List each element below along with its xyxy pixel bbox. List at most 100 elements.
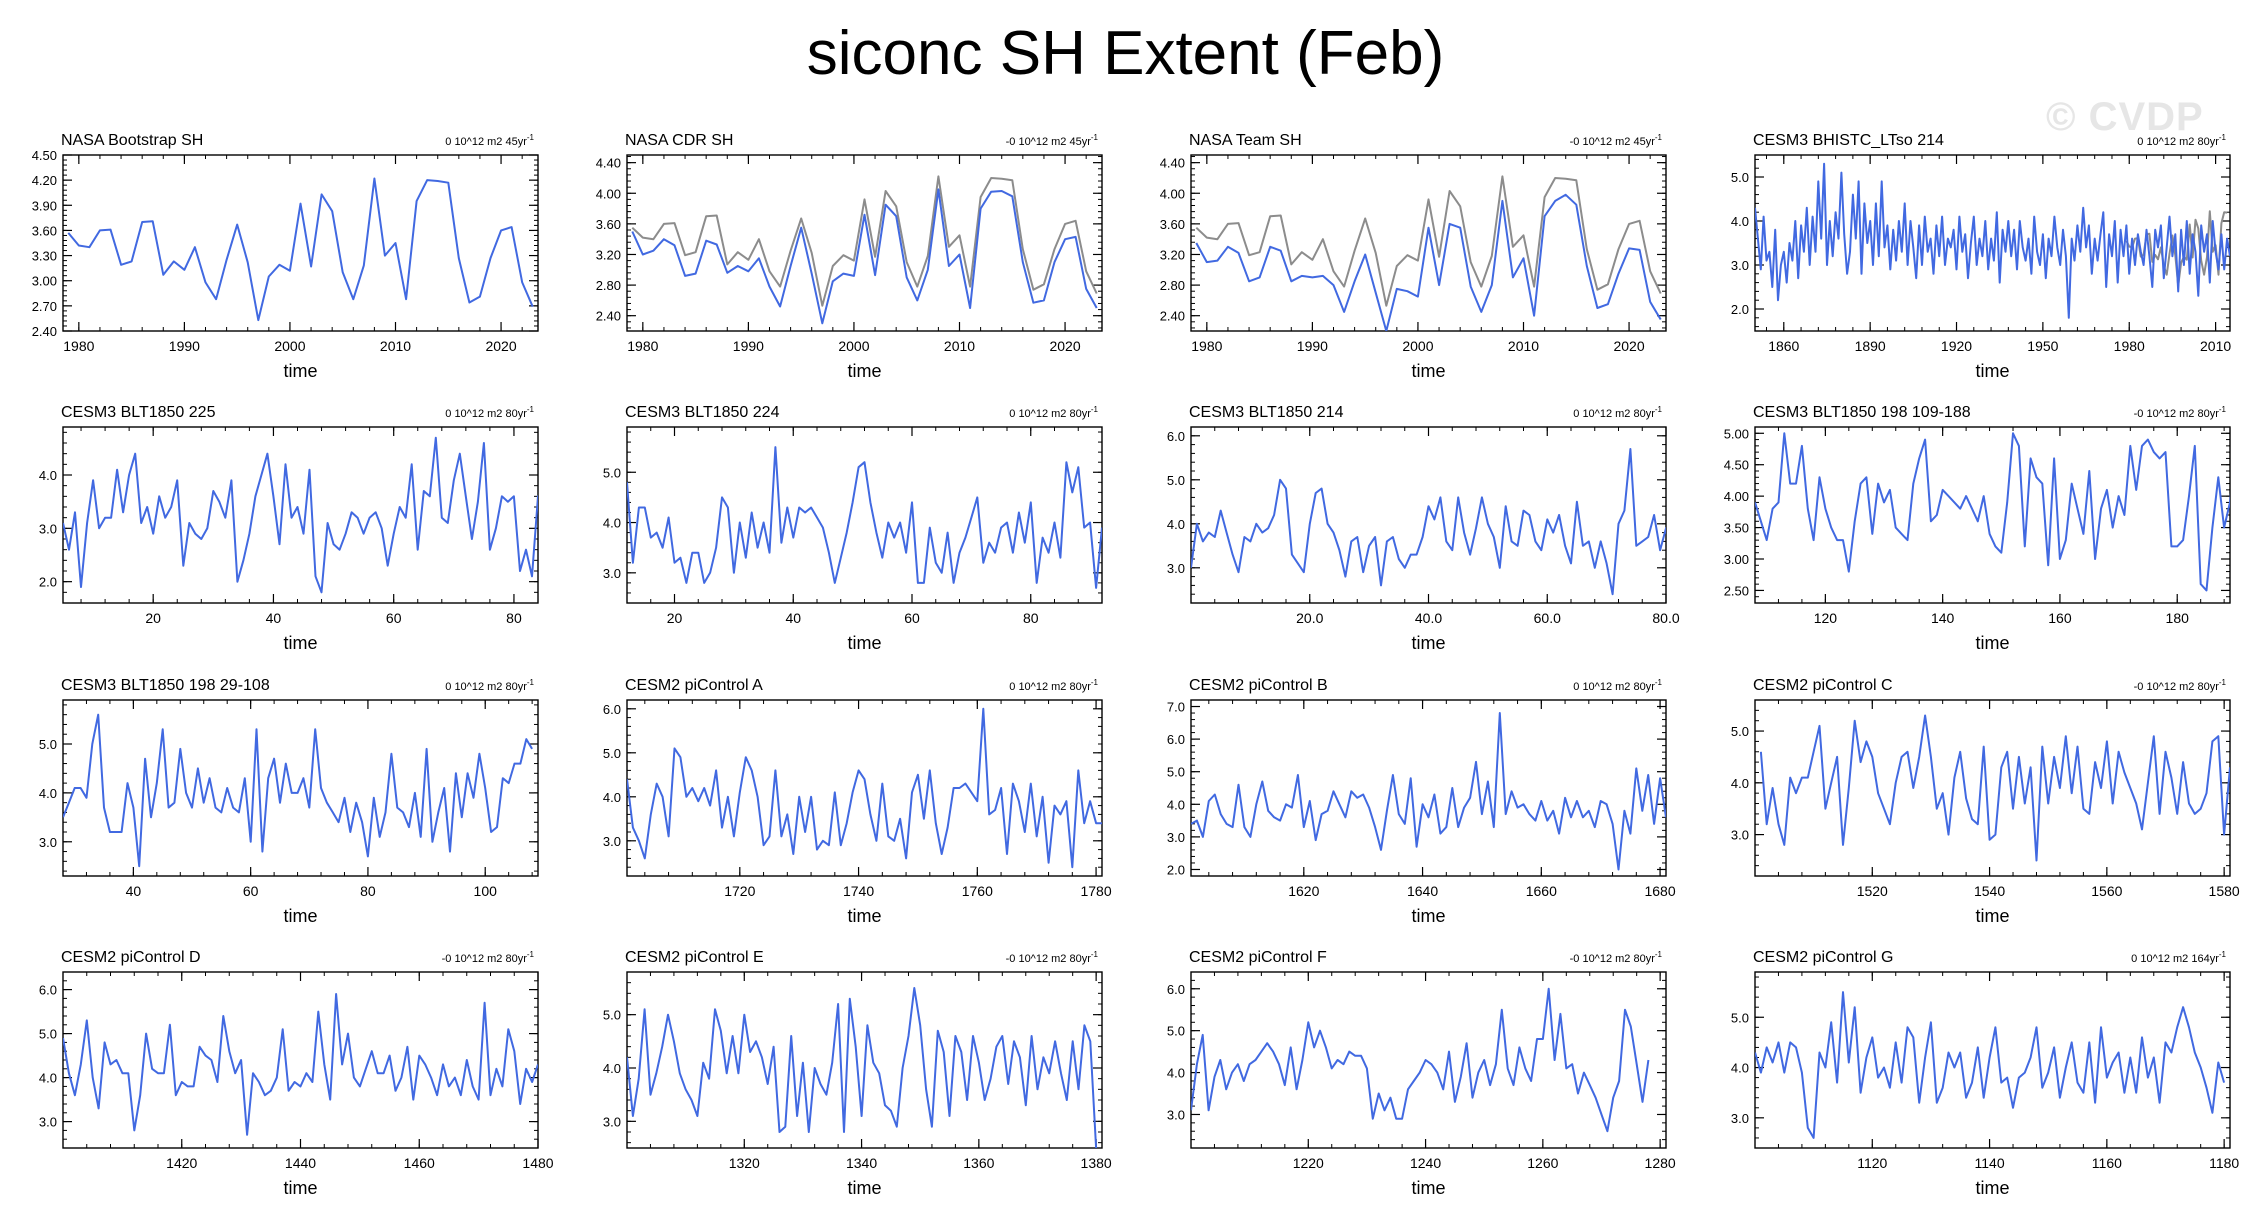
- trend-label: -0 10^12 m2 80yr-1: [1006, 950, 1099, 965]
- x-axis-label: time: [1411, 1178, 1445, 1198]
- y-tick-label: 3.00: [32, 274, 57, 289]
- panel-title: CESM3 BHISTC_LTso 214: [1753, 132, 1944, 149]
- series-line-main: [1195, 193, 1662, 331]
- x-tick-label: 40.0: [1415, 610, 1442, 626]
- x-tick-label: 180: [2166, 610, 2190, 626]
- panel-title: CESM2 piControl F: [1189, 949, 1327, 966]
- x-axis-label: time: [847, 361, 881, 381]
- x-tick-label: 1760: [962, 883, 993, 899]
- figure-title: siconc SH Extent (Feb): [806, 19, 1445, 88]
- plot-frame: [1190, 971, 1667, 1149]
- x-axis-label: time: [283, 361, 317, 381]
- y-tick-label: 3.00: [1724, 552, 1749, 567]
- y-tick-label: 5.0: [1731, 724, 1749, 739]
- x-tick-label: 20: [667, 610, 683, 626]
- y-tick-label: 5.0: [603, 465, 621, 480]
- panel-title: CESM2 piControl G: [1753, 949, 1894, 966]
- y-tick-label: 6.0: [603, 702, 621, 717]
- series-line-main: [1755, 991, 2226, 1139]
- y-tick-label: 4.0: [39, 468, 57, 483]
- y-tick-label: 5.00: [1724, 426, 1749, 441]
- trend-label: 0 10^12 m2 80yr-1: [1573, 678, 1662, 693]
- series-line-observed: [1195, 175, 1662, 307]
- x-tick-label: 1240: [1410, 1155, 1441, 1171]
- y-tick-label: 4.0: [1731, 776, 1749, 791]
- y-tick-label: 4.40: [596, 156, 621, 171]
- series-line-main: [1755, 162, 2230, 319]
- panel-title: CESM2 piControl B: [1189, 677, 1328, 694]
- y-tick-label: 4.0: [603, 516, 621, 531]
- y-tick-label: 5.0: [1731, 170, 1749, 185]
- y-tick-label: 2.70: [32, 299, 57, 314]
- x-axis-label: time: [1975, 361, 2009, 381]
- y-tick-label: 6.0: [1167, 732, 1185, 747]
- y-tick-label: 3.0: [1167, 1107, 1185, 1122]
- panel-title: CESM2 piControl E: [625, 949, 764, 966]
- trend-superscript: -1: [527, 133, 535, 142]
- trend-label: 0 10^12 m2 45yr-1: [445, 133, 534, 148]
- y-tick-label: 3.0: [603, 834, 621, 849]
- trend-superscript: -1: [1091, 678, 1099, 687]
- y-tick-label: 3.20: [596, 247, 621, 262]
- trend-superscript: -1: [527, 678, 535, 687]
- y-tick-label: 3.60: [32, 223, 57, 238]
- panel-4: CESM3 BHISTC_LTso 214 0 10^12 m2 80yr-1 18…: [1731, 132, 2231, 381]
- trend-label: 0 10^12 m2 164yr-1: [2131, 950, 2226, 965]
- y-tick-label: 3.50: [1724, 521, 1749, 536]
- x-tick-label: 60: [243, 883, 259, 899]
- series-line-main: [63, 436, 538, 594]
- trend-label: -0 10^12 m2 80yr-1: [1570, 950, 1663, 965]
- x-tick-label: 2000: [274, 338, 305, 354]
- panel-title: CESM3 BLT1850 214: [1189, 404, 1344, 421]
- y-tick-label: 4.0: [1731, 1061, 1749, 1076]
- y-tick-label: 2.40: [1160, 309, 1185, 324]
- x-tick-label: 80: [506, 610, 522, 626]
- x-tick-label: 1990: [1297, 338, 1328, 354]
- y-tick-label: 3.0: [1731, 828, 1749, 843]
- x-tick-label: 2000: [1402, 338, 1433, 354]
- x-tick-label: 1440: [285, 1155, 316, 1171]
- panel-title: CESM2 piControl D: [61, 949, 201, 966]
- panel-3: NASA Team SH -0 10^12 m2 45yr-1 1980 1990 20…: [1160, 132, 1667, 381]
- y-tick-label: 3.90: [32, 198, 57, 213]
- plot-frame: [1754, 699, 2231, 877]
- x-axis-label: time: [1411, 361, 1445, 381]
- x-tick-label: 1540: [1974, 883, 2005, 899]
- panel-8: CESM3 BLT1850 198 109-188 -0 10^12 m2 80y…: [1724, 404, 2231, 653]
- x-tick-label: 2020: [485, 338, 516, 354]
- x-tick-label: 2020: [1613, 338, 1644, 354]
- y-tick-label: 4.0: [603, 1061, 621, 1076]
- y-tick-label: 3.0: [1167, 561, 1185, 576]
- y-tick-label: 2.50: [1724, 583, 1749, 598]
- x-tick-label: 1260: [1527, 1155, 1558, 1171]
- x-tick-label: 1780: [1080, 883, 1111, 899]
- y-tick-label: 5.0: [1167, 473, 1185, 488]
- x-tick-label: 1420: [166, 1155, 197, 1171]
- plot-frame: [1190, 426, 1667, 604]
- y-tick-label: 4.00: [1160, 186, 1185, 201]
- panel-title: NASA Bootstrap SH: [61, 132, 203, 149]
- x-tick-label: 1950: [2027, 338, 2058, 354]
- series-line-main: [627, 446, 1102, 589]
- series-line-main: [63, 713, 533, 868]
- trend-label: -0 10^12 m2 45yr-1: [1570, 133, 1663, 148]
- series-line-main: [1191, 987, 1650, 1133]
- y-tick-label: 6.0: [1167, 982, 1185, 997]
- x-axis-label: time: [1411, 633, 1445, 653]
- x-tick-label: 2000: [838, 338, 869, 354]
- x-tick-label: 80: [1023, 610, 1039, 626]
- plot-frame: [1754, 971, 2231, 1149]
- plot-frame: [1190, 699, 1667, 877]
- x-tick-label: 2010: [944, 338, 975, 354]
- x-tick-label: 1680: [1644, 883, 1675, 899]
- series-line-main: [627, 707, 1102, 869]
- x-tick-label: 1560: [2091, 883, 2122, 899]
- x-tick-label: 1460: [404, 1155, 435, 1171]
- x-axis-label: time: [1975, 906, 2009, 926]
- panel-title: CESM2 piControl C: [1753, 677, 1893, 694]
- trend-label: 0 10^12 m2 80yr-1: [445, 405, 534, 420]
- trend-superscript: -1: [1091, 405, 1099, 414]
- trend-superscript: -1: [1655, 678, 1663, 687]
- x-tick-label: 1980: [627, 338, 658, 354]
